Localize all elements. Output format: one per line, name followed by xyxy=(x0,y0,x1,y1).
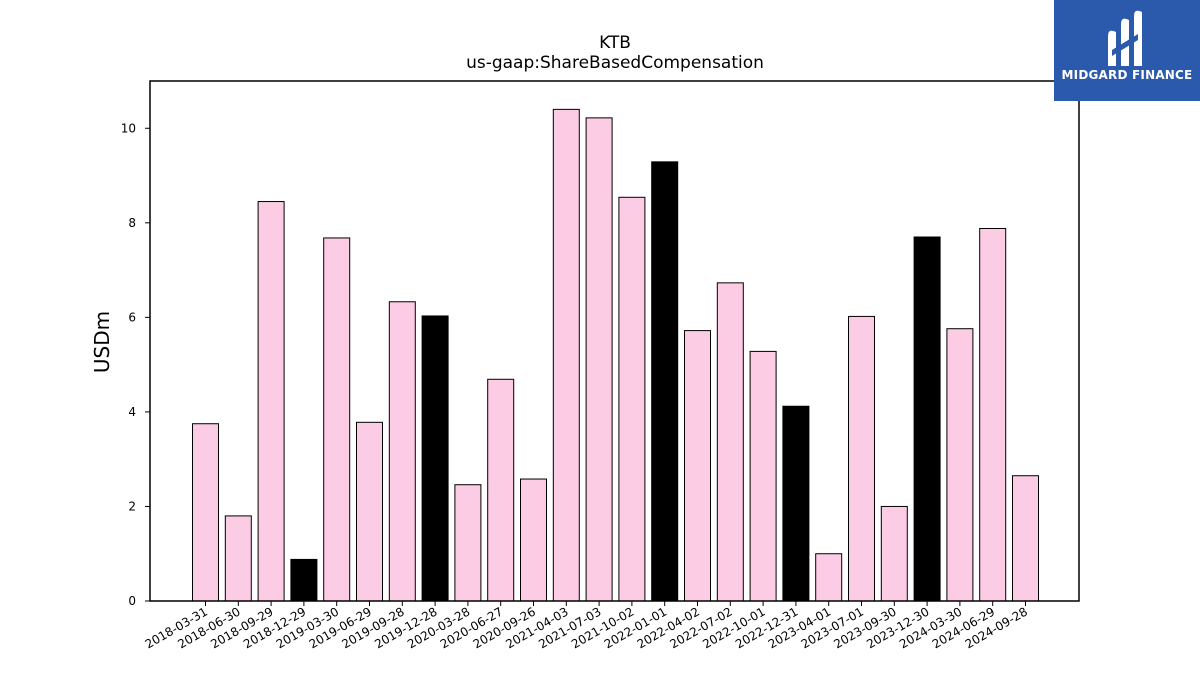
y-axis-ticks: 0 2 4 6 8 10 xyxy=(121,121,150,608)
chart-title: KTB xyxy=(599,33,631,53)
bar-2019-12-28 xyxy=(421,315,449,602)
bar-2018-06-30 xyxy=(224,515,252,602)
brand-name: MIDGARD FINANCE xyxy=(1061,68,1193,82)
bar-2023-07-01 xyxy=(848,315,875,602)
bar-2024-09-28 xyxy=(1012,475,1039,602)
y-tick-label: 0 xyxy=(128,594,136,608)
x-axis-ticks: 2018-03-312018-06-302018-09-292018-12-29… xyxy=(143,601,1030,651)
bar-2021-04-03 xyxy=(552,108,580,602)
y-tick-label: 10 xyxy=(121,121,136,135)
y-tick-label: 6 xyxy=(128,310,136,324)
y-axis-label: USDm xyxy=(90,311,114,373)
bar-2019-06-29 xyxy=(356,421,383,602)
bar-2021-10-02 xyxy=(618,196,646,602)
bar-2020-09-26 xyxy=(520,478,547,602)
bar-2023-09-30 xyxy=(880,505,908,602)
bar-2024-06-29 xyxy=(979,227,1007,602)
bar-2018-12-29 xyxy=(290,558,318,602)
bar-2022-01-01 xyxy=(651,161,679,602)
bars-group xyxy=(192,108,1039,602)
bar-2023-12-30 xyxy=(913,236,941,602)
y-tick-label: 4 xyxy=(128,405,136,419)
bar-2018-03-31 xyxy=(192,423,219,602)
bar-2018-09-29 xyxy=(257,201,285,602)
brand-logo: MIDGARD FINANCE xyxy=(1054,0,1200,101)
bar-2022-07-02 xyxy=(716,282,744,602)
midgard-logo-icon xyxy=(1108,10,1142,67)
plot-frame xyxy=(149,80,1080,602)
chart-subtitle: us-gaap:ShareBasedCompensation xyxy=(466,53,764,73)
y-tick-label: 8 xyxy=(128,216,136,230)
bar-2022-10-01 xyxy=(749,350,777,602)
bar-2019-09-28 xyxy=(388,301,416,602)
bar-2023-04-01 xyxy=(815,553,843,602)
bar-2022-12-31 xyxy=(782,405,810,602)
y-tick-label: 2 xyxy=(128,499,136,513)
bar-2021-07-03 xyxy=(585,117,613,602)
bar-2024-03-30 xyxy=(946,328,974,602)
bar-2022-04-02 xyxy=(684,330,711,602)
bar-2020-03-28 xyxy=(454,484,482,602)
bar-2020-06-27 xyxy=(487,378,515,602)
bar-2019-03-30 xyxy=(323,237,351,602)
